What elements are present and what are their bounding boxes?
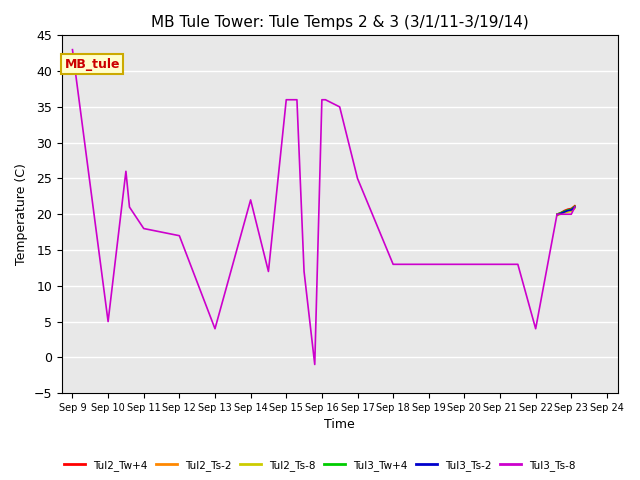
Text: MB_tule: MB_tule <box>65 58 120 71</box>
Y-axis label: Temperature (C): Temperature (C) <box>15 163 28 265</box>
Title: MB Tule Tower: Tule Temps 2 & 3 (3/1/11-3/19/14): MB Tule Tower: Tule Temps 2 & 3 (3/1/11-… <box>151 15 529 30</box>
Legend: Tul2_Tw+4, Tul2_Ts-2, Tul2_Ts-8, Tul3_Tw+4, Tul3_Ts-2, Tul3_Ts-8: Tul2_Tw+4, Tul2_Ts-2, Tul2_Ts-8, Tul3_Tw… <box>60 456 580 475</box>
X-axis label: Time: Time <box>324 419 355 432</box>
